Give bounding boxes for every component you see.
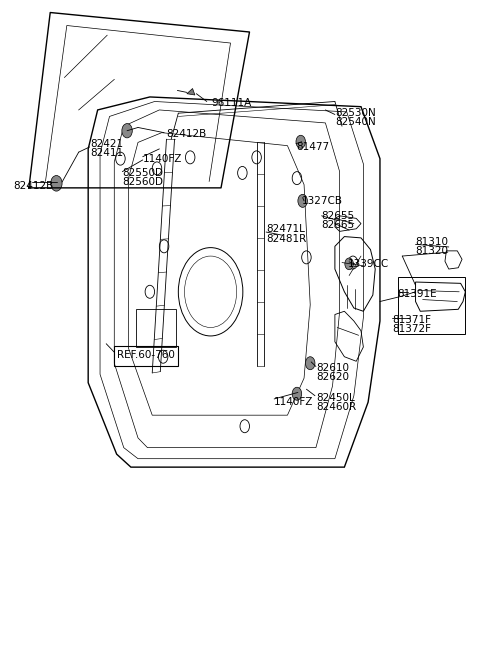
Text: 82665: 82665 <box>322 220 355 230</box>
Text: 82655: 82655 <box>322 211 355 221</box>
Circle shape <box>296 136 305 148</box>
Text: 81371F: 81371F <box>392 314 431 325</box>
Circle shape <box>292 387 301 400</box>
Text: 82610: 82610 <box>316 363 349 373</box>
Text: REF.60-760: REF.60-760 <box>117 350 175 360</box>
Text: 82540N: 82540N <box>335 117 376 127</box>
Bar <box>397 277 466 334</box>
Text: 82411: 82411 <box>91 149 124 159</box>
Text: 81310: 81310 <box>416 236 448 247</box>
Circle shape <box>51 176 62 191</box>
Text: 82481R: 82481R <box>266 234 306 244</box>
Text: 81477: 81477 <box>296 142 329 152</box>
Text: 1140FZ: 1140FZ <box>274 397 313 407</box>
Circle shape <box>298 195 307 208</box>
Text: 96111A: 96111A <box>212 98 252 109</box>
Text: 1327CB: 1327CB <box>301 196 343 206</box>
Circle shape <box>122 124 132 138</box>
Polygon shape <box>187 88 195 95</box>
Text: 82412B: 82412B <box>13 181 53 191</box>
Text: 81320: 81320 <box>416 246 448 256</box>
Text: 81372F: 81372F <box>392 324 431 334</box>
Text: 82530N: 82530N <box>335 108 376 118</box>
Text: 82460R: 82460R <box>316 402 356 412</box>
Text: 82560D: 82560D <box>122 177 163 187</box>
Bar <box>136 309 176 347</box>
Text: 1339CC: 1339CC <box>348 259 389 269</box>
Text: 82450L: 82450L <box>316 392 355 403</box>
Circle shape <box>305 357 315 369</box>
Text: 1140FZ: 1140FZ <box>143 154 182 164</box>
Text: 82620: 82620 <box>316 372 349 382</box>
Circle shape <box>345 258 353 270</box>
Text: 82471L: 82471L <box>266 225 305 234</box>
Text: 82412B: 82412B <box>167 129 207 139</box>
Text: 81391E: 81391E <box>397 289 437 299</box>
Bar <box>114 346 179 366</box>
Text: 82421: 82421 <box>91 140 124 149</box>
Text: 82550D: 82550D <box>122 168 163 178</box>
